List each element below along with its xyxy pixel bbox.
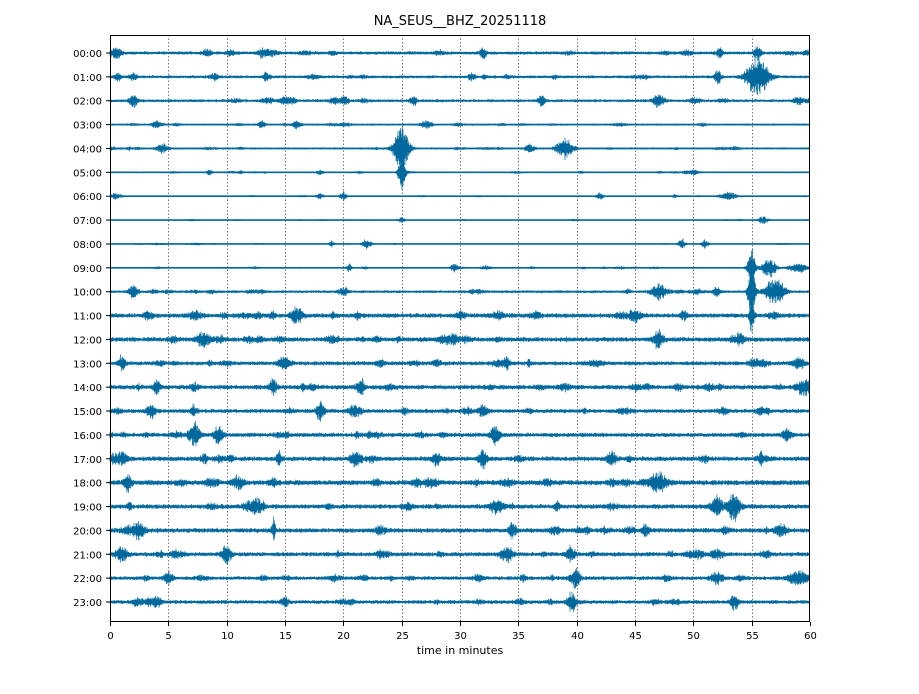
y-tick-label: 07:00 [73, 216, 102, 227]
plot-frame [110, 35, 810, 622]
y-tick-label: 21:00 [73, 550, 102, 561]
x-tick-label: 40 [571, 631, 584, 642]
trace-2000 [109, 516, 810, 541]
y-tick-label: 09:00 [73, 264, 102, 275]
y-tick-label: 17:00 [73, 455, 102, 466]
x-tick-label: 0 [107, 631, 113, 642]
y-tick-label: 16:00 [73, 431, 102, 442]
y-tick-label: 23:00 [73, 598, 102, 609]
y-tick-label: 14:00 [73, 383, 102, 394]
y-tick-label: 22:00 [73, 574, 102, 585]
x-tick-label: 30 [454, 631, 467, 642]
y-tick-label: 04:00 [73, 144, 102, 155]
x-axis-ticks: 0 5 10 15 20 25 30 35 40 45 50 55 60 [107, 622, 817, 642]
y-tick-label: 03:00 [73, 121, 102, 132]
x-tick-label: 10 [221, 631, 234, 642]
trace-1100 [109, 300, 810, 333]
trace-1600 [109, 420, 810, 447]
y-tick-label: 02:00 [73, 97, 102, 108]
x-tick-label: 55 [746, 631, 759, 642]
x-tick-label: 5 [165, 631, 171, 642]
x-tick-label: 35 [512, 631, 525, 642]
y-tick-label: 08:00 [73, 240, 102, 251]
y-tick-label: 01:00 [73, 73, 102, 84]
trace-1900 [109, 494, 810, 522]
y-tick-label: 10:00 [73, 288, 102, 299]
y-tick-label: 13:00 [73, 359, 102, 370]
y-tick-label: 18:00 [73, 479, 102, 490]
vertical-gridlines [168, 35, 753, 622]
x-tick-label: 50 [687, 631, 700, 642]
y-tick-label: 00:00 [73, 49, 102, 60]
x-tick-label: 60 [804, 631, 817, 642]
trace-0400 [109, 127, 810, 178]
y-tick-label: 12:00 [73, 335, 102, 346]
y-tick-label: 05:00 [73, 168, 102, 179]
x-tick-label: 20 [337, 631, 350, 642]
trace-0900 [109, 248, 810, 292]
y-axis-hour-labels: 00:00 01:00 02:00 03:00 04:00 05:00 06:00 07:00… [73, 49, 110, 609]
chart-title: NA_SEUS__BHZ_20251118 [374, 14, 547, 29]
x-tick-label: 45 [629, 631, 642, 642]
trace-0100 [109, 55, 810, 95]
x-tick-label: 25 [396, 631, 409, 642]
seismic-traces [109, 46, 810, 612]
y-tick-label: 19:00 [73, 503, 102, 514]
y-tick-label: 15:00 [73, 407, 102, 418]
y-tick-label: 06:00 [73, 192, 102, 203]
y-tick-label: 11:00 [73, 312, 102, 323]
y-tick-label: 20:00 [73, 526, 102, 537]
x-axis-label: time in minutes [417, 644, 504, 657]
x-tick-label: 15 [279, 631, 292, 642]
